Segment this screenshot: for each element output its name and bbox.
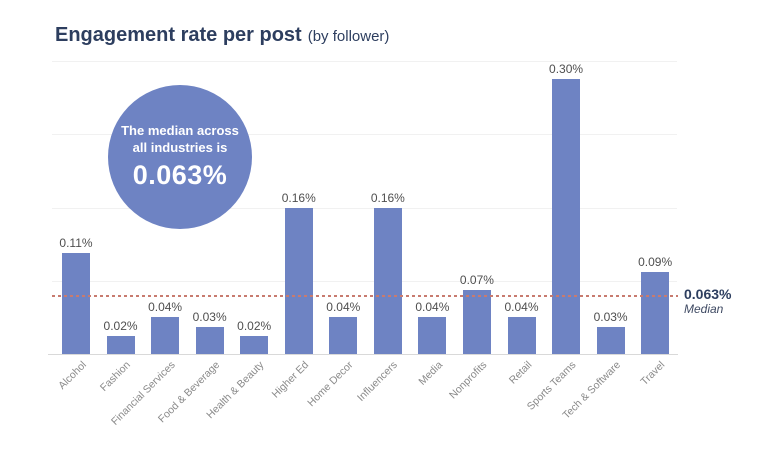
gridline <box>52 134 677 136</box>
category-label: Nonprofits <box>447 359 490 402</box>
bar <box>552 79 581 354</box>
bar <box>507 317 536 354</box>
bar-value-label: 0.04% <box>148 300 183 314</box>
median-annotation-value: 0.063% <box>684 286 732 302</box>
bar <box>373 208 402 354</box>
bar-value-label: 0.03% <box>192 310 227 324</box>
bar <box>284 208 313 354</box>
chart-title-main: Engagement rate per post <box>55 24 302 46</box>
bar-value-label: 0.03% <box>593 310 628 324</box>
gridline <box>52 280 677 282</box>
category-label: Home Decor <box>305 359 356 410</box>
bar-value-label: 0.04% <box>415 300 450 314</box>
bar <box>596 327 625 354</box>
bar <box>195 327 224 354</box>
bar <box>106 336 135 354</box>
median-annotation-caption: Median <box>684 302 724 316</box>
bar-value-label: 0.16% <box>281 191 316 205</box>
category-label: Retail <box>506 359 534 387</box>
category-label: Alcohol <box>55 359 89 392</box>
category-label: Influencers <box>355 359 401 404</box>
bar <box>641 272 670 354</box>
bar-value-label: 0.04% <box>326 300 361 314</box>
bar <box>62 253 90 354</box>
bar <box>240 336 269 354</box>
bar-value-label: 0.07% <box>459 273 494 287</box>
callout-text-line2: all industries is <box>132 140 228 155</box>
chart-title-sub: (by follower) <box>307 28 390 45</box>
bar <box>329 317 358 354</box>
chart-title: Engagement rate per post (by follower) <box>55 24 389 47</box>
callout-value: 0.063% <box>132 159 228 190</box>
bar-value-label: 0.02% <box>237 319 272 333</box>
category-label: Fashion <box>98 359 134 394</box>
bar <box>418 317 447 354</box>
bar-value-label: 0.16% <box>370 191 405 205</box>
bar-value-label: 0.09% <box>638 255 673 269</box>
category-label: Higher Ed <box>269 359 312 401</box>
median-line <box>52 295 678 298</box>
bar <box>462 290 491 354</box>
category-label: Media <box>416 359 445 388</box>
x-axis-line <box>48 354 678 355</box>
callout-text-line1: The median across <box>121 123 239 139</box>
median-annotation: 0.063% Median <box>684 287 731 317</box>
bar-value-label: 0.04% <box>504 300 539 314</box>
bar-value-label: 0.11% <box>59 236 93 250</box>
category-label: Travel <box>638 359 668 388</box>
bar-value-label: 0.30% <box>549 62 584 76</box>
bar <box>151 317 180 354</box>
gridline <box>52 61 677 63</box>
bar-value-label: 0.02% <box>103 319 138 333</box>
median-callout-circle: The median across all industries is 0.06… <box>108 85 252 229</box>
gridline <box>52 207 677 209</box>
